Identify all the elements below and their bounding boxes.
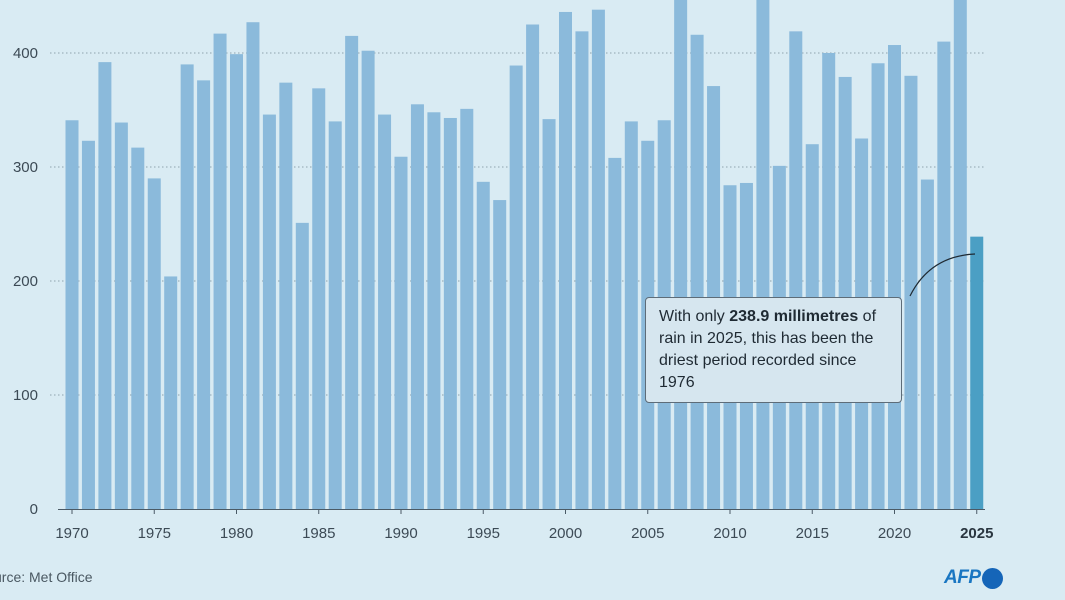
bar: [114, 122, 128, 509]
x-tick-label: 2020: [878, 525, 911, 542]
bar: [394, 156, 408, 510]
bar: [443, 117, 457, 509]
bar: [180, 64, 194, 510]
bar: [822, 53, 836, 509]
annotation-callout: With only 238.9 millimetres of rain in 2…: [645, 297, 902, 403]
bar: [970, 236, 984, 510]
y-tick-label: 100: [13, 387, 38, 404]
annotation-leader-line: [909, 253, 976, 297]
bar: [164, 276, 178, 509]
bar: [559, 11, 572, 510]
bar: [871, 63, 885, 509]
bar: [937, 41, 951, 509]
bar: [690, 34, 704, 509]
x-tick-label: 2000: [549, 525, 582, 542]
afp-logo-text: AFP: [944, 567, 981, 588]
bar: [575, 31, 589, 510]
afp-logo: AFP: [944, 566, 1003, 590]
x-tick-label: 1980: [220, 525, 253, 542]
x-tick-label: 2015: [796, 525, 829, 542]
x-tick-label: 1990: [384, 525, 417, 542]
y-tick-label: 200: [13, 273, 38, 290]
x-tick-label: 1970: [55, 525, 88, 542]
bar: [838, 76, 852, 509]
x-tick-label: 2025: [960, 525, 993, 542]
bar: [131, 147, 145, 509]
bar: [147, 178, 161, 509]
y-tick-label: 300: [13, 159, 38, 176]
bar: [295, 222, 309, 510]
bar: [920, 179, 934, 510]
bar: [476, 181, 490, 509]
annotation-text-bold: 238.9 millimetres: [729, 308, 859, 325]
bar: [230, 54, 243, 509]
x-tick-label: 2010: [713, 525, 746, 542]
source-credit: urce: Met Office: [0, 569, 93, 585]
y-axis-ticks: 0 100 200 300 400: [13, 45, 38, 518]
bar: [65, 120, 79, 509]
x-tick-label: 1975: [138, 525, 171, 542]
x-tick-label: 2005: [631, 525, 664, 542]
bar: [213, 33, 227, 510]
bar: [427, 112, 441, 509]
bar: [98, 62, 112, 510]
bar: [345, 35, 359, 510]
bar: [312, 88, 326, 509]
bar: [493, 200, 507, 509]
bar: [509, 65, 523, 509]
bar: [624, 121, 638, 510]
x-tick-label: 1995: [467, 525, 500, 542]
bar: [888, 45, 901, 510]
bar: [246, 22, 260, 509]
bars: [65, 0, 984, 510]
x-axis-ticks: 1970 1975 1980 1985 1990 1995 2000 2005 2010 2015…: [55, 509, 993, 542]
bar: [279, 82, 293, 509]
bar: [591, 9, 605, 510]
bar: [756, 0, 770, 509]
bar: [81, 140, 95, 509]
y-tick-label: 0: [30, 501, 38, 518]
y-tick-label: 400: [13, 45, 38, 62]
bar: [361, 50, 375, 509]
bar: [410, 104, 424, 510]
bar: [378, 114, 392, 509]
bar: [789, 31, 803, 510]
bar: [904, 75, 918, 510]
bar: [674, 0, 688, 509]
bar: [262, 114, 276, 509]
bar: [197, 80, 211, 510]
bar: [460, 108, 474, 510]
annotation-text-pre: With only: [659, 308, 730, 325]
bar: [542, 119, 556, 510]
bar: [608, 157, 622, 509]
x-tick-label: 1985: [302, 525, 335, 542]
bar: [328, 121, 342, 510]
afp-circle-icon: [981, 567, 1003, 589]
annotation-text-post: of rain in 2025, this has been the dries…: [659, 308, 877, 391]
bar: [953, 0, 967, 509]
bar: [526, 24, 540, 509]
